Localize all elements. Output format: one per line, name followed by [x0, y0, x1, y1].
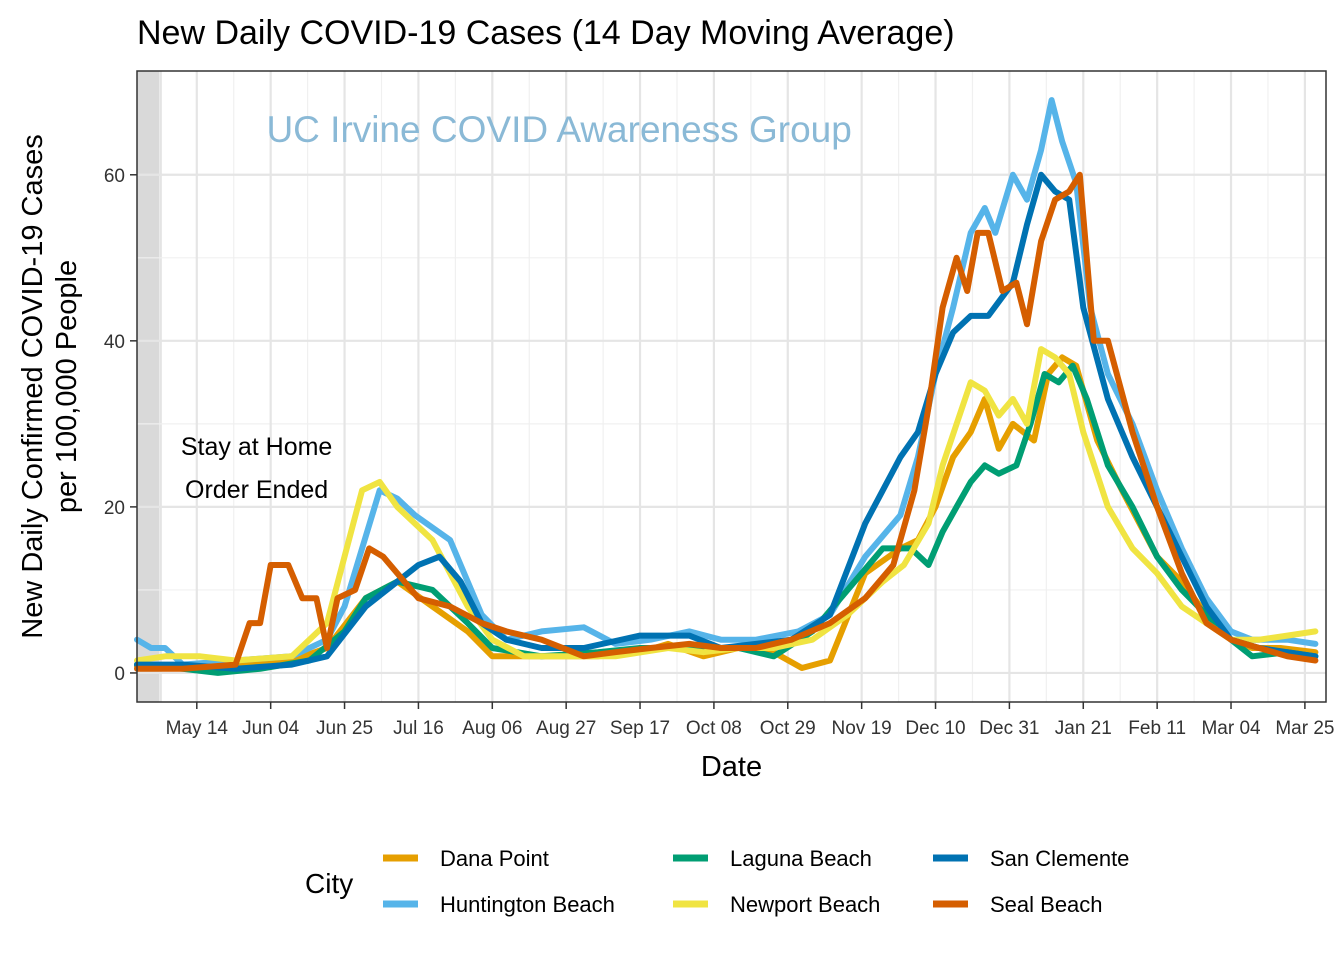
x-tick-label: Jun 25 [316, 718, 373, 739]
x-tick-label: Aug 27 [536, 718, 596, 739]
y-tick-label: 20 [104, 498, 125, 519]
legend-label: San Clemente [990, 846, 1129, 871]
x-tick-label: Sep 17 [610, 718, 670, 739]
x-tick-label: Mar 25 [1275, 718, 1334, 739]
legend-label: Huntington Beach [440, 892, 615, 917]
x-tick-label: Dec 31 [979, 718, 1039, 739]
x-tick-label: Oct 08 [686, 718, 742, 739]
series-line-san-clemente [134, 171, 1319, 672]
y-tick-label: 40 [104, 332, 125, 353]
x-tick-label: Jan 21 [1055, 718, 1112, 739]
x-tick-label: May 14 [166, 718, 229, 739]
x-tick-label: Dec 10 [905, 718, 965, 739]
watermark-text: UC Irvine COVID Awareness Group [266, 109, 851, 150]
legend-label: Dana Point [440, 846, 549, 871]
x-tick-label: Aug 06 [462, 718, 522, 739]
x-tick-label: Jul 16 [393, 718, 444, 739]
y-axis-title-line: New Daily Confirmed COVID-19 Cases [17, 134, 49, 638]
panel-border [136, 70, 1327, 703]
y-tick-label: 0 [114, 664, 125, 685]
chart-title: New Daily COVID-19 Cases (14 Day Moving … [137, 14, 955, 52]
series-line-seal-beach [134, 171, 1319, 672]
y-axis-title-line: per 100,000 People [51, 260, 83, 513]
x-tick-label: Feb 11 [1128, 718, 1186, 739]
x-tick-label: Mar 04 [1201, 718, 1261, 739]
legend-label: Laguna Beach [730, 846, 872, 871]
x-tick-label: Nov 19 [832, 718, 892, 739]
y-tick-label: 60 [104, 166, 125, 187]
legend-label: Seal Beach [990, 892, 1103, 917]
annotation-line: Stay at Home [181, 433, 332, 461]
x-tick-label: Oct 29 [760, 718, 816, 739]
legend-label: Newport Beach [730, 892, 880, 917]
legend-title: City [305, 868, 353, 899]
x-tick-label: Jun 04 [242, 718, 299, 739]
x-axis-title: Date [701, 751, 762, 783]
stay-at-home-region [137, 71, 162, 702]
annotation-line: Order Ended [185, 476, 328, 504]
